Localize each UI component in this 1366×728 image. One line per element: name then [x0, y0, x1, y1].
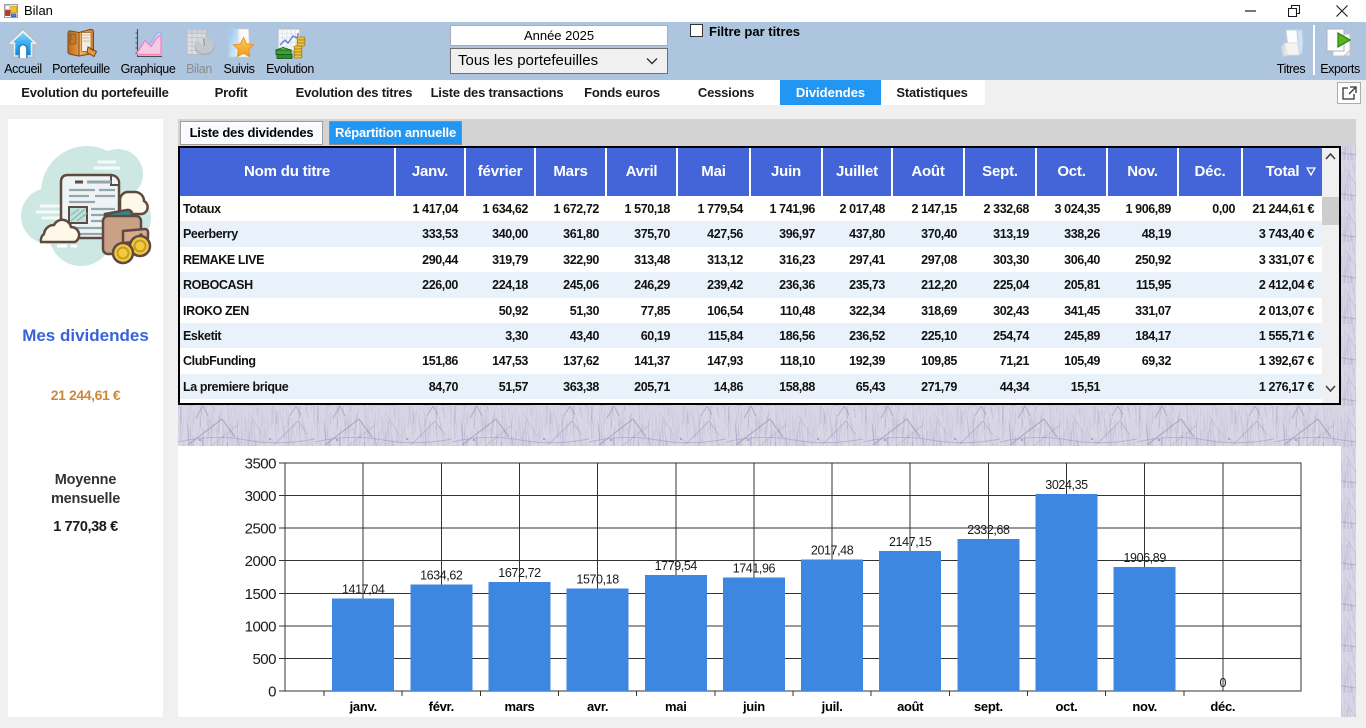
- svg-text:sept.: sept.: [974, 699, 1003, 714]
- svg-text:avr.: avr.: [587, 699, 608, 714]
- svg-text:3024,35: 3024,35: [1045, 478, 1088, 492]
- svg-text:1500: 1500: [245, 586, 277, 603]
- svg-text:2500: 2500: [245, 521, 277, 538]
- svg-text:1570,18: 1570,18: [576, 573, 619, 587]
- svg-text:1672,72: 1672,72: [498, 566, 541, 580]
- svg-text:1906,89: 1906,89: [1124, 551, 1167, 565]
- svg-text:1779,54: 1779,54: [655, 559, 698, 573]
- svg-text:août: août: [897, 699, 924, 714]
- svg-text:2332,68: 2332,68: [967, 523, 1010, 537]
- svg-text:2147,15: 2147,15: [889, 535, 932, 549]
- svg-text:3500: 3500: [245, 456, 277, 473]
- svg-text:mars: mars: [505, 699, 535, 714]
- svg-text:500: 500: [252, 651, 276, 668]
- svg-text:oct.: oct.: [1056, 699, 1078, 714]
- svg-text:3000: 3000: [245, 488, 277, 505]
- svg-text:mai: mai: [665, 699, 687, 714]
- svg-text:déc.: déc.: [1210, 699, 1235, 714]
- svg-text:2017,48: 2017,48: [811, 544, 854, 558]
- svg-text:2000: 2000: [245, 553, 277, 570]
- svg-text:0: 0: [1220, 676, 1227, 690]
- svg-text:nov.: nov.: [1132, 699, 1157, 714]
- svg-text:1634,62: 1634,62: [420, 569, 463, 583]
- svg-text:juil.: juil.: [821, 699, 843, 714]
- svg-text:juin: juin: [742, 699, 765, 714]
- svg-text:1000: 1000: [245, 618, 277, 635]
- svg-text:1741,96: 1741,96: [733, 562, 776, 576]
- svg-text:0: 0: [268, 684, 276, 701]
- svg-text:1417,04: 1417,04: [342, 583, 385, 597]
- svg-text:janv.: janv.: [349, 699, 377, 714]
- svg-text:févr.: févr.: [429, 699, 454, 714]
